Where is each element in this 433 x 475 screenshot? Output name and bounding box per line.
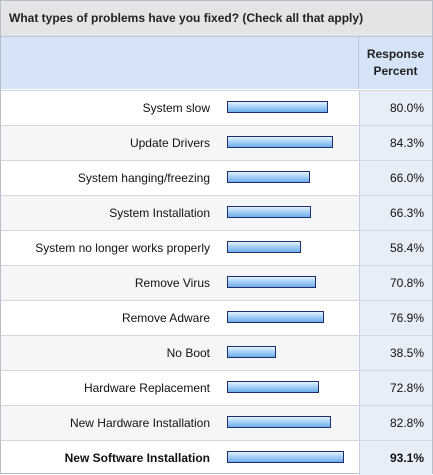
response-percent: 84.3% — [359, 126, 432, 160]
response-bar — [227, 451, 344, 463]
response-bar — [227, 101, 328, 113]
answer-label: Update Drivers — [129, 136, 210, 150]
result-row: System no longer works properly 58.4% — [1, 230, 432, 265]
response-percent: 82.8% — [359, 406, 432, 440]
result-row: New Hardware Installation 82.8% — [1, 405, 432, 440]
answer-label: System hanging/freezing — [77, 171, 210, 185]
response-bar — [227, 416, 331, 428]
answer-label: Remove Virus — [134, 276, 210, 290]
response-bar — [227, 311, 324, 323]
header-blank-cell — [1, 37, 359, 89]
result-row: System Installation 66.3% — [1, 195, 432, 230]
result-row: No Boot 38.5% — [1, 335, 432, 370]
response-bar — [227, 206, 311, 218]
answer-label: New Hardware Installation — [69, 416, 210, 430]
answer-label: No Boot — [166, 346, 210, 360]
question-title: What types of problems have you fixed? (… — [1, 1, 432, 37]
response-percent: 93.1% — [359, 441, 432, 475]
response-percent: 58.4% — [359, 231, 432, 265]
response-bar — [227, 171, 310, 183]
result-row: New Software Installation 93.1% — [1, 440, 432, 475]
response-percent: 76.9% — [359, 301, 432, 335]
response-percent: 66.0% — [359, 161, 432, 195]
response-percent-header: Response Percent — [359, 37, 432, 89]
response-bar — [227, 241, 301, 253]
response-bar — [227, 346, 276, 358]
answer-label: System slow — [142, 101, 210, 115]
response-bar — [227, 136, 333, 148]
results-header: Response Percent — [1, 37, 432, 89]
result-row: Update Drivers 84.3% — [1, 125, 432, 160]
response-percent: 38.5% — [359, 336, 432, 370]
answer-label: System no longer works properly — [35, 241, 210, 255]
answer-label: Hardware Replacement — [83, 381, 210, 395]
answer-label: System Installation — [109, 206, 210, 220]
result-row: System hanging/freezing 66.0% — [1, 160, 432, 195]
response-percent: 72.8% — [359, 371, 432, 405]
result-row: Hardware Replacement 72.8% — [1, 370, 432, 405]
response-percent: 70.8% — [359, 266, 432, 300]
answer-label: New Software Installation — [64, 451, 210, 465]
result-row: Remove Virus 70.8% — [1, 265, 432, 300]
response-percent: 66.3% — [359, 196, 432, 230]
answer-label: Remove Adware — [121, 311, 210, 325]
response-bar — [227, 276, 316, 288]
response-bar — [227, 381, 319, 393]
result-row: Remove Adware 76.9% — [1, 300, 432, 335]
response-percent: 80.0% — [359, 91, 432, 125]
result-row: System slow 80.0% — [1, 90, 432, 125]
